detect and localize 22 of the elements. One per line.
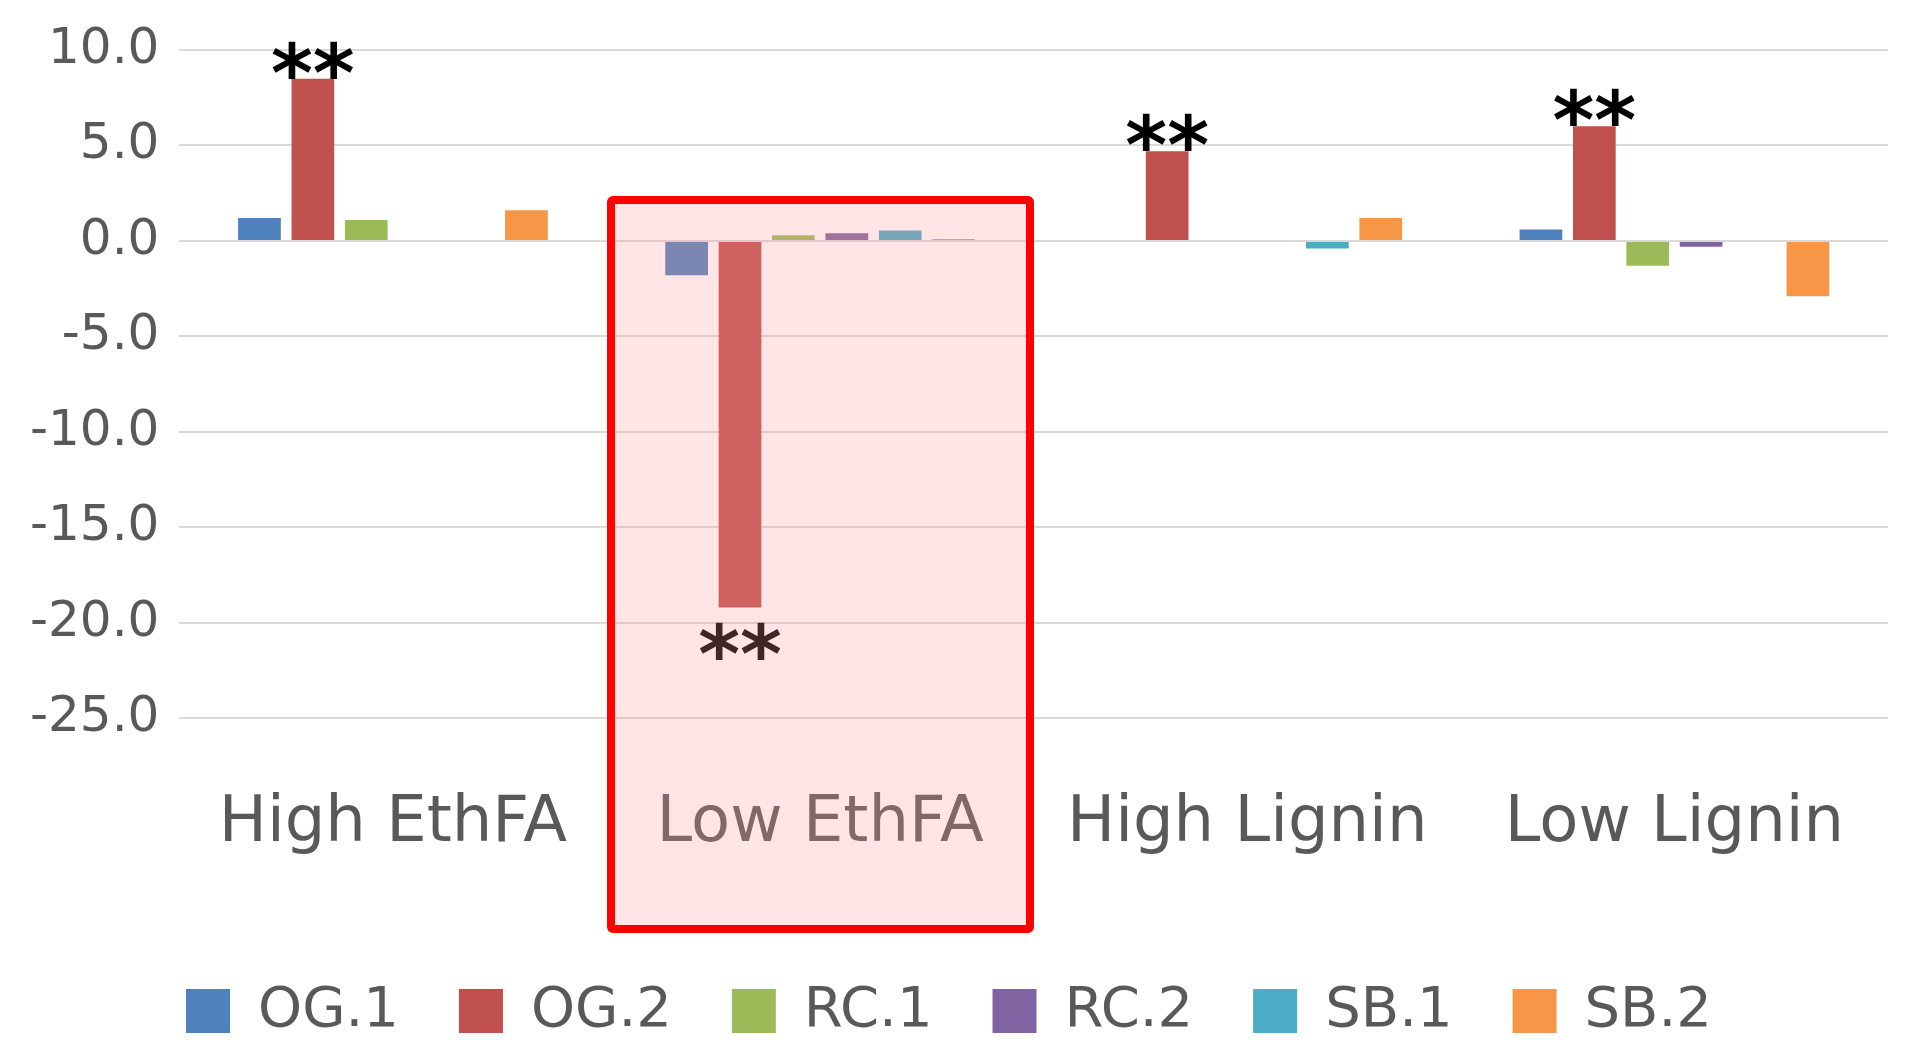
x-tick-label: Low EthFA bbox=[656, 782, 984, 857]
legend-label: RC.2 bbox=[1064, 973, 1194, 1039]
y-tick-label: -20.0 bbox=[30, 589, 160, 648]
legend-label: SB.1 bbox=[1325, 973, 1453, 1039]
x-tick-label: High Lignin bbox=[1067, 782, 1428, 857]
y-tick-label: 10.0 bbox=[48, 16, 160, 75]
y-tick-label: -10.0 bbox=[30, 398, 160, 457]
annotation: ** bbox=[1552, 74, 1637, 168]
legend-label: OG.1 bbox=[258, 973, 399, 1039]
y-tick-label: -5.0 bbox=[61, 303, 160, 362]
y-tick-label: 5.0 bbox=[79, 112, 160, 171]
annotation: ** bbox=[271, 26, 355, 120]
x-tick-label: High EthFA bbox=[218, 782, 568, 857]
legend-label: RC.1 bbox=[803, 973, 933, 1039]
legend-label: OG.2 bbox=[530, 973, 672, 1039]
x-tick-label: Low Lignin bbox=[1504, 782, 1845, 857]
y-tick-label: 0.0 bbox=[79, 207, 160, 266]
annotation: ** bbox=[1125, 99, 1210, 193]
legend-label: SB.2 bbox=[1584, 973, 1712, 1039]
y-tick-label: -25.0 bbox=[30, 685, 160, 744]
annotation: ** bbox=[698, 608, 782, 702]
y-tick-label: -15.0 bbox=[30, 494, 160, 553]
